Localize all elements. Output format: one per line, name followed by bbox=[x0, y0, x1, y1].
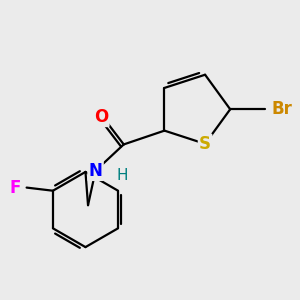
Text: H: H bbox=[116, 168, 128, 183]
Text: Br: Br bbox=[272, 100, 292, 118]
Text: O: O bbox=[94, 108, 108, 126]
Text: N: N bbox=[88, 162, 103, 180]
Text: S: S bbox=[199, 135, 211, 153]
Text: F: F bbox=[10, 178, 21, 196]
